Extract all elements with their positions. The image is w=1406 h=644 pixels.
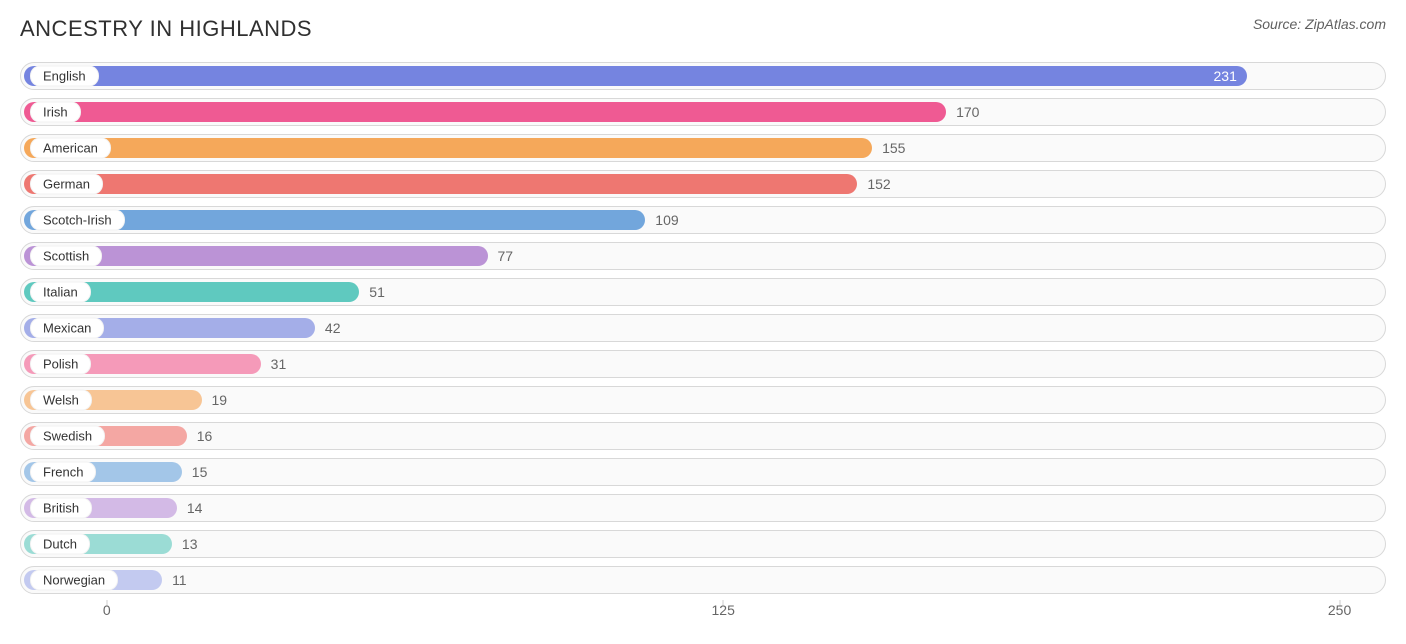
bar-row: Irish 170	[20, 98, 1386, 126]
bar-category-label: Mexican	[30, 318, 104, 339]
bar-fill	[24, 138, 872, 158]
bar-row: British 14	[20, 494, 1386, 522]
bar-value-label: 42	[325, 320, 341, 336]
bar-fill	[24, 174, 857, 194]
bar-value-label: 16	[197, 428, 213, 444]
bar-value-label: 15	[192, 464, 208, 480]
bar-value-label: 170	[956, 104, 979, 120]
axis-tick-label: 0	[103, 602, 111, 618]
bar-value-label: 19	[212, 392, 228, 408]
bar-category-label: German	[30, 174, 103, 195]
bar-row: Swedish 16	[20, 422, 1386, 450]
bar-value-label: 31	[271, 356, 287, 372]
chart-title: ANCESTRY IN HIGHLANDS	[20, 16, 312, 42]
bar-category-label: Irish	[30, 102, 81, 123]
chart-header: ANCESTRY IN HIGHLANDS Source: ZipAtlas.c…	[20, 16, 1386, 42]
bar-row: Scottish 77	[20, 242, 1386, 270]
bar-value-label: 11	[172, 572, 187, 588]
bar-category-label: French	[30, 462, 96, 483]
axis-tick-label: 125	[712, 602, 735, 618]
axis-tick-label: 250	[1328, 602, 1351, 618]
bar-value-label: 77	[498, 248, 514, 264]
bar-value-label: 51	[369, 284, 385, 300]
bar-value-label: 155	[882, 140, 905, 156]
bar-category-label: Scottish	[30, 246, 102, 267]
bar-category-label: American	[30, 138, 111, 159]
bar-row: French 15	[20, 458, 1386, 486]
bar-row: Welsh 19	[20, 386, 1386, 414]
bar-fill	[24, 66, 1247, 86]
bar-category-label: Polish	[30, 354, 91, 375]
chart-source: Source: ZipAtlas.com	[1253, 16, 1386, 32]
bar-row: Dutch 13	[20, 530, 1386, 558]
bar-value-label: 231	[1214, 68, 1237, 84]
bar-row: Norwegian 11	[20, 566, 1386, 594]
bar-value-label: 152	[867, 176, 890, 192]
bar-category-label: Norwegian	[30, 570, 118, 591]
bar-fill	[24, 102, 946, 122]
bar-category-label: British	[30, 498, 92, 519]
bar-row: Italian 51	[20, 278, 1386, 306]
bar-category-label: Scotch-Irish	[30, 210, 125, 231]
bar-category-label: Welsh	[30, 390, 92, 411]
bar-row: English 231	[20, 62, 1386, 90]
bar-row: Mexican 42	[20, 314, 1386, 342]
ancestry-bar-chart: English 231 Irish 170 American 155 German 152 Sc…	[20, 62, 1386, 626]
bar-value-label: 14	[187, 500, 203, 516]
bar-category-label: Swedish	[30, 426, 105, 447]
x-axis: 0 125 250	[20, 602, 1386, 626]
bar-category-label: English	[30, 66, 99, 87]
bar-row: Scotch-Irish 109	[20, 206, 1386, 234]
bar-value-label: 13	[182, 536, 198, 552]
bar-row: Polish 31	[20, 350, 1386, 378]
bar-category-label: Italian	[30, 282, 91, 303]
bar-value-label: 109	[655, 212, 678, 228]
bar-row: German 152	[20, 170, 1386, 198]
bar-row: American 155	[20, 134, 1386, 162]
bar-category-label: Dutch	[30, 534, 90, 555]
